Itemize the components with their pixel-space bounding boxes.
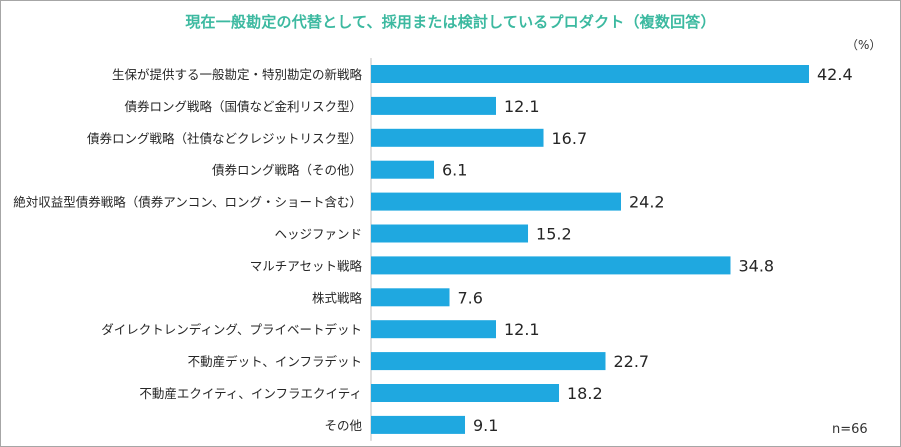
- category-label: 債券ロング戦略（社債などクレジットリスク型）: [87, 131, 362, 146]
- category-label: 絶対収益型債券戦略（債券アンコン、ロング・ショート含む）: [13, 195, 362, 210]
- unit-label: （%）: [846, 38, 882, 52]
- sample-size-note: n=66: [832, 422, 868, 437]
- category-label: 債券ロング戦略（その他）: [212, 163, 362, 178]
- category-label: ダイレクトレンディング、プライベートデット: [101, 322, 362, 337]
- category-label: 不動産デット、インフラデット: [188, 354, 362, 369]
- value-label: 34.8: [738, 256, 774, 275]
- value-label: 24.2: [629, 193, 665, 212]
- value-label: 42.4: [817, 65, 853, 84]
- chart-title: 現在一般勘定の代替として、採用または検討しているプロダクト（複数回答）: [185, 13, 716, 31]
- bar: [371, 320, 496, 339]
- bar: [371, 96, 496, 115]
- value-label: 9.1: [473, 416, 498, 435]
- bar: [371, 415, 466, 434]
- bar: [371, 288, 450, 307]
- value-label: 18.2: [567, 384, 603, 403]
- bar: [371, 128, 544, 147]
- value-label: 12.1: [504, 320, 540, 339]
- value-label: 12.1: [504, 97, 540, 116]
- value-label: 15.2: [536, 225, 572, 244]
- category-label: 債券ロング戦略（国債など金利リスク型）: [124, 99, 362, 114]
- bar: [371, 65, 809, 83]
- bar: [371, 256, 731, 275]
- bar: [371, 160, 435, 179]
- bar: [371, 352, 606, 371]
- value-label: 7.6: [458, 288, 483, 307]
- category-label: ヘッジファンド: [274, 227, 362, 242]
- bar: [371, 384, 560, 402]
- category-label: マルチアセット戦略: [250, 258, 363, 273]
- bar: [371, 224, 529, 243]
- category-label: 不動産エクイティ、インフラエクイティ: [139, 386, 362, 401]
- bar: [371, 192, 621, 211]
- category-label: 生保が提供する一般勘定・特別勘定の新戦略: [112, 67, 363, 82]
- value-label: 6.1: [442, 161, 467, 180]
- value-label: 22.7: [613, 352, 649, 371]
- value-label: 16.7: [552, 129, 588, 148]
- category-label: その他: [324, 418, 362, 433]
- category-label: 株式戦略: [312, 290, 363, 305]
